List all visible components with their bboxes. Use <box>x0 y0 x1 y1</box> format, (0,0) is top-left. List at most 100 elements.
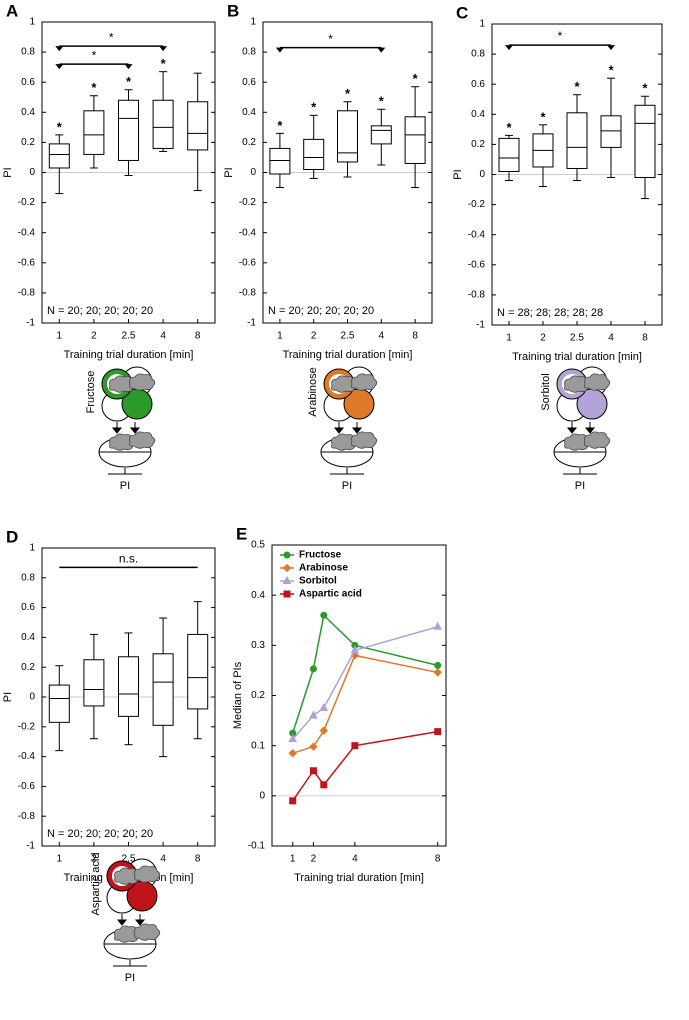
significance-star: * <box>91 80 97 95</box>
icon-caption: PI <box>342 480 352 492</box>
legend-label: Sorbitol <box>299 576 337 587</box>
icon-caption: PI <box>575 480 585 492</box>
y-tick-label: 0 <box>259 790 265 801</box>
y-tick-label: -1 <box>26 841 35 852</box>
y-tick-label: 0.4 <box>242 107 256 118</box>
legend-marker <box>282 563 292 573</box>
sample-size: N = 20; 20; 20; 20; 20 <box>47 828 153 840</box>
x-tick-label: 4 <box>379 331 385 342</box>
marker <box>434 728 442 736</box>
y-tick-label: -0.6 <box>239 257 257 268</box>
y-tick-label: 0.8 <box>242 47 256 58</box>
x-tick-label: 1 <box>277 331 283 342</box>
y-tick-label: 0.2 <box>471 139 485 150</box>
marker <box>309 710 318 719</box>
y-tick-label: 1 <box>479 19 485 30</box>
y-axis-label: PI <box>452 169 464 179</box>
bracket-end <box>55 64 64 70</box>
series-line <box>292 730 438 802</box>
box <box>83 659 105 707</box>
x-tick-label: 1 <box>506 333 512 344</box>
y-tick-label: 1 <box>250 17 256 28</box>
icon-caption: PI <box>125 972 135 984</box>
icon-blob <box>134 923 161 941</box>
icon-arrow <box>351 422 363 434</box>
bracket-end <box>377 47 386 53</box>
y-tick-label: -0.2 <box>239 197 257 208</box>
y-axis-label: PI <box>2 167 14 177</box>
y-tick-label: 0.6 <box>21 602 35 613</box>
x-tick-label: 4 <box>160 854 166 865</box>
x-tick-label: 8 <box>195 854 201 865</box>
y-tick-label: 0.6 <box>242 77 256 88</box>
significance-star: * <box>608 63 614 78</box>
box <box>118 656 139 717</box>
bracket-label: * <box>328 32 333 46</box>
y-tick-label: 0.6 <box>21 77 35 88</box>
box <box>303 138 325 170</box>
icon-blob <box>351 373 378 391</box>
y-tick-label: 0.1 <box>251 740 265 751</box>
icon-label: Sorbitol <box>540 373 552 410</box>
icon-label: Arabinose <box>307 367 319 417</box>
marker <box>309 665 317 673</box>
significance-star: * <box>642 81 648 96</box>
marker <box>320 781 328 789</box>
y-tick-label: -0.4 <box>239 227 257 238</box>
significance-star: * <box>277 118 283 133</box>
y-tick-label: -0.8 <box>18 811 36 822</box>
sample-size: N = 28; 28; 28; 28; 28 <box>497 307 603 319</box>
panel-label: C <box>456 3 468 22</box>
significance-star: * <box>161 56 167 71</box>
y-tick-label: -0.4 <box>18 227 36 238</box>
x-axis-label: Training trial duration [min] <box>512 351 642 363</box>
box <box>269 147 291 175</box>
x-tick-label: 8 <box>195 331 201 342</box>
x-tick-label: 8 <box>642 333 648 344</box>
significance-star: * <box>574 79 580 94</box>
bracket-end <box>159 46 168 52</box>
icon-blob <box>134 865 161 883</box>
y-axis-label: PI <box>2 692 14 702</box>
legend-marker <box>283 590 291 598</box>
bracket-end <box>275 47 284 53</box>
y-tick-label: -0.8 <box>18 288 36 299</box>
marker <box>309 742 318 751</box>
marker <box>434 661 442 669</box>
x-tick-label: 4 <box>352 854 358 865</box>
significance-star: * <box>506 120 512 135</box>
y-tick-label: 0.2 <box>251 690 265 701</box>
y-tick-label: -0.2 <box>468 199 486 210</box>
y-tick-label: 0 <box>479 169 485 180</box>
marker <box>351 742 359 750</box>
bracket-end <box>55 46 64 52</box>
legend-marker <box>282 575 292 584</box>
marker <box>309 767 317 775</box>
bracket-label: * <box>558 29 563 43</box>
x-tick-label: 2 <box>540 333 546 344</box>
bracket-label: * <box>92 48 97 62</box>
x-tick-label: 2 <box>311 331 317 342</box>
plot-frame <box>271 544 447 847</box>
marker <box>320 611 328 619</box>
marker <box>319 726 328 735</box>
x-tick-label: 1 <box>57 331 63 342</box>
y-tick-label: 0.4 <box>21 632 35 643</box>
x-tick-label: 2 <box>91 854 97 865</box>
box <box>187 101 209 151</box>
box <box>187 633 209 710</box>
y-tick-label: 0.4 <box>21 107 35 118</box>
box <box>83 110 105 155</box>
icon-arrow <box>116 914 128 926</box>
marker <box>288 734 298 743</box>
box <box>48 684 70 723</box>
y-tick-label: 0.6 <box>471 79 485 90</box>
box <box>404 116 426 164</box>
y-tick-label: 0.8 <box>471 49 485 60</box>
legend-label: Fructose <box>299 550 342 561</box>
box <box>600 115 622 148</box>
marker <box>350 645 360 654</box>
icon-caption: PI <box>120 480 130 492</box>
panel-label: E <box>236 524 247 543</box>
